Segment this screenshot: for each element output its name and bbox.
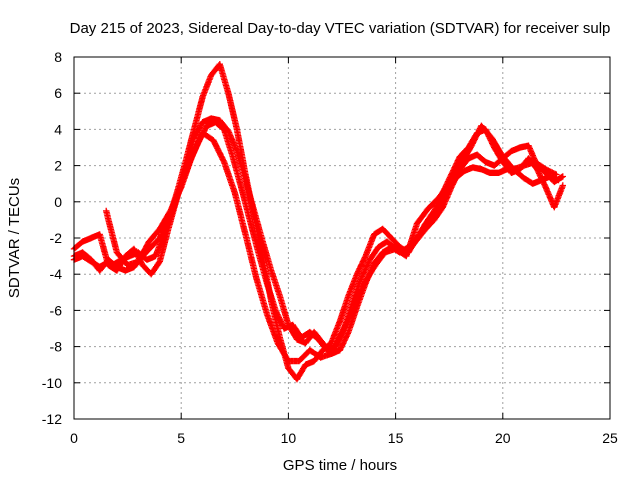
data-points bbox=[70, 61, 566, 383]
data-series-track-1 bbox=[70, 119, 562, 354]
y-axis-label: SDTVAR / TECUs bbox=[6, 178, 23, 298]
y-tick-label: -12 bbox=[42, 411, 62, 427]
y-tick-label: -10 bbox=[42, 375, 62, 391]
data-series-track-2 bbox=[70, 115, 566, 357]
x-tick-label: 20 bbox=[495, 430, 511, 446]
chart-title: Day 215 of 2023, Sidereal Day-to-day VTE… bbox=[70, 20, 611, 37]
y-tick-label: -6 bbox=[50, 302, 63, 318]
y-tick-label: 0 bbox=[54, 194, 62, 210]
x-tick-label: 0 bbox=[70, 430, 78, 446]
y-tick-label: -4 bbox=[50, 266, 63, 282]
y-tick-label: 2 bbox=[54, 158, 62, 174]
x-tick-label: 5 bbox=[177, 430, 185, 446]
x-tick-label: 10 bbox=[281, 430, 297, 446]
x-tick-label: 25 bbox=[602, 430, 618, 446]
data-series-track-4 bbox=[103, 122, 560, 365]
y-tick-label: -8 bbox=[50, 339, 63, 355]
y-tick-label: 6 bbox=[54, 85, 62, 101]
y-tick-label: -2 bbox=[50, 230, 63, 246]
y-tick-label: 8 bbox=[54, 49, 62, 65]
y-tick-label: 4 bbox=[54, 121, 62, 137]
x-axis-label: GPS time / hours bbox=[283, 457, 397, 474]
axis-ticks: 0 5 10 15 20 25 -12 -10 -8 -6 -4 -2 0 2 4 6 8 bbox=[42, 49, 618, 446]
x-tick-label: 15 bbox=[388, 430, 404, 446]
